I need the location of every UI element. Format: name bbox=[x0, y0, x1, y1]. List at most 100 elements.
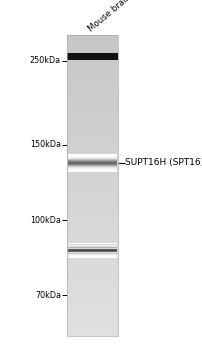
Bar bbox=[67, 262, 117, 263]
Bar bbox=[67, 244, 117, 245]
Bar bbox=[67, 182, 117, 183]
Bar bbox=[67, 225, 117, 226]
Bar bbox=[67, 317, 117, 318]
Bar bbox=[67, 229, 117, 230]
Bar bbox=[67, 202, 117, 203]
Bar bbox=[67, 302, 117, 303]
Bar bbox=[67, 120, 117, 121]
Bar bbox=[67, 241, 117, 242]
Bar bbox=[67, 174, 117, 175]
Bar bbox=[67, 283, 117, 284]
Bar bbox=[67, 305, 117, 306]
Bar bbox=[67, 272, 117, 273]
Bar bbox=[67, 318, 117, 319]
Bar bbox=[67, 271, 117, 272]
Bar bbox=[67, 48, 117, 49]
Bar bbox=[67, 138, 117, 139]
Bar bbox=[67, 249, 117, 250]
Bar bbox=[67, 274, 117, 275]
Bar bbox=[67, 54, 117, 55]
Bar bbox=[67, 308, 117, 309]
Bar bbox=[67, 223, 117, 224]
Bar bbox=[67, 112, 117, 113]
Bar bbox=[67, 98, 117, 99]
Bar bbox=[67, 203, 117, 204]
Bar bbox=[67, 53, 117, 54]
Bar bbox=[67, 66, 117, 67]
Bar bbox=[67, 122, 117, 123]
Bar bbox=[67, 152, 117, 153]
Bar bbox=[67, 297, 117, 298]
Bar bbox=[67, 298, 117, 299]
Bar bbox=[67, 46, 117, 47]
Bar bbox=[67, 264, 117, 265]
Bar bbox=[67, 119, 117, 120]
Bar bbox=[67, 90, 117, 91]
Bar bbox=[67, 150, 117, 152]
Text: 150kDa: 150kDa bbox=[30, 140, 61, 149]
Bar bbox=[67, 325, 117, 326]
Bar bbox=[67, 193, 117, 194]
Bar bbox=[67, 109, 117, 110]
Bar bbox=[67, 289, 117, 290]
Bar bbox=[67, 233, 117, 234]
Bar bbox=[67, 95, 117, 96]
Bar bbox=[67, 206, 117, 208]
Bar bbox=[67, 76, 117, 77]
Bar bbox=[67, 69, 117, 70]
Bar bbox=[67, 234, 117, 236]
Bar bbox=[67, 243, 117, 244]
Bar bbox=[67, 89, 117, 90]
Bar bbox=[67, 304, 117, 305]
Bar bbox=[67, 35, 117, 336]
Bar bbox=[67, 116, 117, 117]
Bar bbox=[67, 301, 117, 302]
Bar bbox=[67, 247, 117, 248]
Bar bbox=[67, 39, 117, 40]
Bar bbox=[67, 35, 117, 36]
Bar bbox=[67, 269, 117, 270]
Bar bbox=[67, 270, 117, 271]
Text: 250kDa: 250kDa bbox=[30, 56, 61, 65]
Bar bbox=[67, 99, 117, 100]
Bar bbox=[67, 164, 117, 166]
Bar bbox=[67, 328, 117, 329]
Bar bbox=[67, 63, 117, 64]
Bar bbox=[67, 263, 117, 264]
Bar bbox=[67, 194, 117, 195]
Bar bbox=[67, 87, 117, 88]
Bar bbox=[67, 311, 117, 312]
Bar bbox=[67, 333, 117, 334]
Bar bbox=[67, 227, 117, 228]
Bar bbox=[67, 149, 117, 150]
Bar bbox=[67, 131, 117, 132]
Bar bbox=[67, 198, 117, 200]
Bar bbox=[67, 72, 117, 73]
Bar bbox=[67, 184, 117, 186]
Bar bbox=[67, 267, 117, 268]
Bar bbox=[67, 287, 117, 288]
Bar bbox=[67, 273, 117, 274]
Bar bbox=[67, 186, 117, 187]
Bar bbox=[67, 246, 117, 247]
Bar bbox=[67, 313, 117, 314]
Bar bbox=[67, 73, 117, 74]
Bar bbox=[67, 280, 117, 281]
Bar bbox=[67, 101, 117, 102]
Bar bbox=[67, 255, 117, 256]
Bar bbox=[67, 294, 117, 295]
Bar bbox=[67, 75, 117, 76]
Bar bbox=[67, 214, 117, 215]
Bar bbox=[67, 279, 117, 280]
Bar bbox=[67, 115, 117, 116]
Bar bbox=[67, 299, 117, 300]
Bar bbox=[67, 136, 117, 137]
Bar bbox=[67, 83, 117, 84]
Bar bbox=[67, 148, 117, 149]
Bar bbox=[67, 128, 117, 129]
Bar bbox=[67, 132, 117, 133]
Bar bbox=[67, 80, 117, 81]
Bar bbox=[67, 226, 117, 227]
Bar bbox=[67, 278, 117, 279]
Bar bbox=[67, 40, 117, 41]
